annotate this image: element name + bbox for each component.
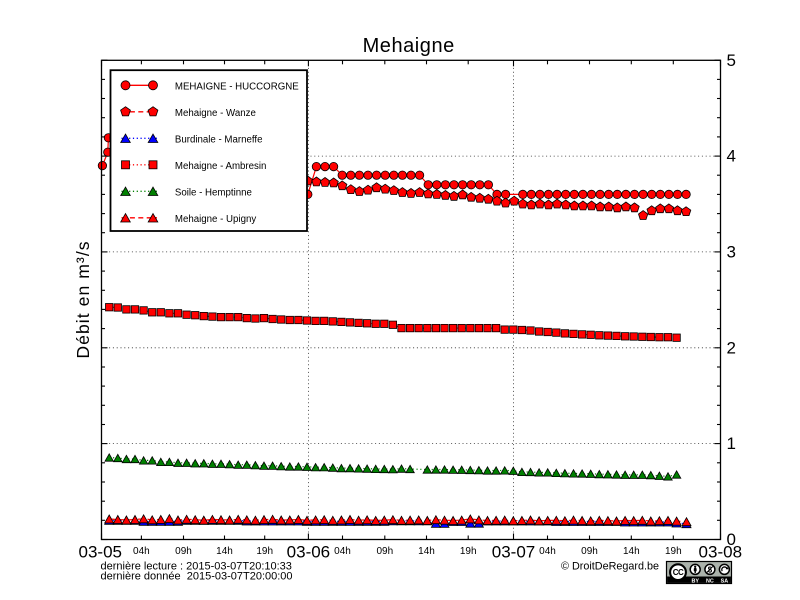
svg-text:dernière lecture : 2015-03-07T: dernière lecture : 2015-03-07T20:10:33 <box>101 561 292 573</box>
svg-text:NC: NC <box>706 578 714 584</box>
svg-text:1: 1 <box>727 434 736 453</box>
svg-text:04h: 04h <box>133 546 150 557</box>
svg-text:Mehaigne - Upigny: Mehaigne - Upigny <box>175 214 256 225</box>
svg-text:dernière donnée 2015-03-07T20: dernière donnée 2015-03-07T20:00:00 <box>101 570 293 582</box>
svg-text:2: 2 <box>727 338 736 357</box>
svg-text:03-05: 03-05 <box>79 543 122 562</box>
svg-text:$: $ <box>708 565 713 574</box>
svg-text:Débit en m³/s: Débit en m³/s <box>73 240 93 358</box>
svg-text:19h: 19h <box>460 546 477 557</box>
svg-text:19h: 19h <box>256 546 273 557</box>
svg-text:03-08: 03-08 <box>699 543 742 562</box>
svg-text:14h: 14h <box>216 546 233 557</box>
svg-text:Soile - Hemptinne: Soile - Hemptinne <box>175 188 252 199</box>
svg-text:14h: 14h <box>418 546 435 557</box>
svg-text:Mehaigne: Mehaigne <box>363 35 455 57</box>
svg-text:Mehaigne - Ambresin: Mehaigne - Ambresin <box>175 161 267 172</box>
svg-text:04h: 04h <box>539 546 556 557</box>
svg-text:4: 4 <box>727 147 736 166</box>
svg-text:CC: CC <box>673 568 684 577</box>
svg-text:3: 3 <box>727 243 736 262</box>
svg-text:Mehaigne - Wanze: Mehaigne - Wanze <box>175 108 256 119</box>
svg-text:14h: 14h <box>623 546 640 557</box>
svg-text:SA: SA <box>721 578 729 584</box>
svg-text:03-07: 03-07 <box>492 543 535 562</box>
svg-text:19h: 19h <box>665 546 682 557</box>
svg-text:BY: BY <box>691 578 699 584</box>
svg-text:© DroitDeRegard.be: © DroitDeRegard.be <box>561 561 659 573</box>
svg-text:09h: 09h <box>581 546 598 557</box>
svg-text:03-06: 03-06 <box>287 543 330 562</box>
svg-text:5: 5 <box>727 51 736 70</box>
svg-text:MEHAIGNE - HUCCORGNE: MEHAIGNE - HUCCORGNE <box>175 82 299 93</box>
svg-text:0: 0 <box>727 530 736 549</box>
svg-text:04h: 04h <box>334 546 351 557</box>
svg-text:Burdinale - Marneffe: Burdinale - Marneffe <box>175 135 263 146</box>
svg-text:09h: 09h <box>175 546 192 557</box>
svg-text:09h: 09h <box>376 546 393 557</box>
